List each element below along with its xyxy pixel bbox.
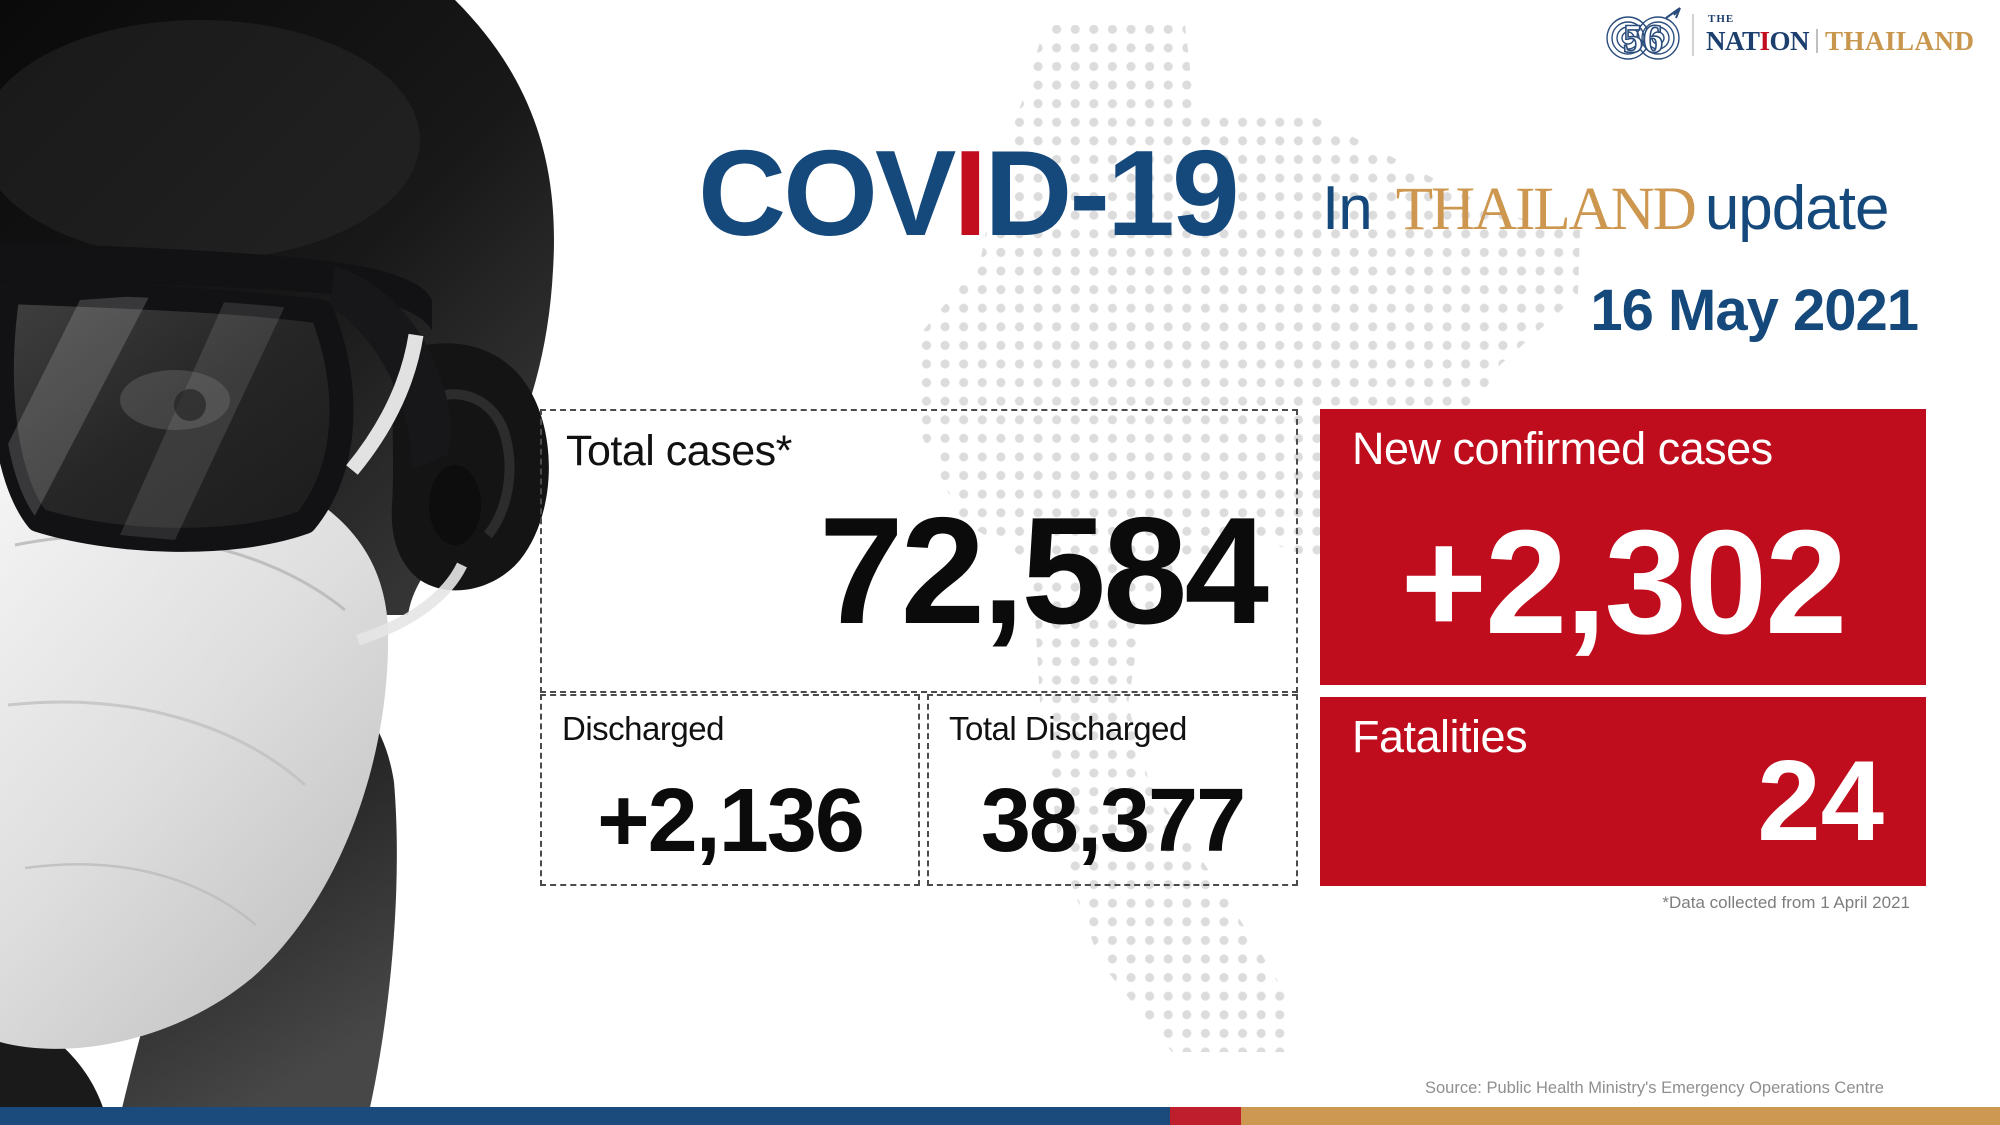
- discharged-box: Discharged +2,136: [540, 694, 920, 886]
- discharged-label: Discharged: [562, 710, 724, 747]
- masthead-thailand: THAILAND: [1825, 26, 1975, 56]
- new-confirmed-box: New confirmed cases +2,302: [1320, 409, 1926, 685]
- new-confirmed-value: +2,302: [1400, 500, 1848, 665]
- masthead-pipe: [1816, 29, 1819, 53]
- subtitle-in: In: [1322, 174, 1373, 243]
- masthead-the: THE: [1708, 13, 1735, 25]
- total-discharged-value: 38,377: [980, 771, 1246, 871]
- headline-subtitle: In THAILAND update: [1322, 176, 1889, 243]
- total-cases-box: Total cases* 72,584: [540, 409, 1298, 693]
- fatalities-value: 24: [1757, 738, 1884, 865]
- anniversary-56-number: 56: [1623, 16, 1663, 61]
- mask-strap: [346, 333, 424, 475]
- total-discharged-box: Total Discharged 38,377: [927, 694, 1298, 886]
- nation-thailand-masthead: 56 THE NATION THAILAND: [1604, 6, 1975, 64]
- subtitle-thailand: THAILAND: [1395, 176, 1697, 243]
- fatalities-label: Fatalities: [1352, 711, 1528, 762]
- data-footnote: *Data collected from 1 April 2021: [1662, 893, 1910, 912]
- bottom-bar-gold: [1241, 1107, 2000, 1125]
- sunglasses-temple-arm: [330, 266, 451, 470]
- total-cases-label: Total cases*: [566, 427, 792, 475]
- total-cases-value: 72,584: [819, 486, 1269, 656]
- total-discharged-label: Total Discharged: [949, 710, 1187, 747]
- masked-person-photo: [0, 0, 554, 1125]
- subtitle-update: update: [1704, 174, 1890, 243]
- sunglasses-lens: [0, 280, 354, 552]
- report-date: 16 May 2021: [1590, 278, 1919, 343]
- headline-covid19: COVID-19: [698, 125, 1240, 261]
- headline-red-i: I: [953, 125, 987, 261]
- sunglasses-browbar: [0, 242, 432, 330]
- bottom-bar-red: [1170, 1107, 1241, 1125]
- face-mask-shape: [0, 439, 389, 1049]
- masthead-divider: [1692, 14, 1694, 56]
- bottom-bar-blue: [0, 1107, 1170, 1125]
- anniversary-56-emblem: 56: [1606, 7, 1681, 62]
- discharged-value: +2,136: [597, 771, 865, 871]
- fatalities-box: Fatalities 24: [1320, 697, 1926, 886]
- source-attribution: Source: Public Health Ministry's Emergen…: [1425, 1079, 1884, 1097]
- masthead-nation: NATION: [1706, 26, 1810, 56]
- new-confirmed-label: New confirmed cases: [1352, 423, 1773, 474]
